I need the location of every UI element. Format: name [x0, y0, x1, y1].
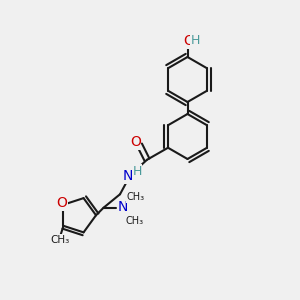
Text: O: O	[130, 135, 141, 149]
Text: CH₃: CH₃	[51, 235, 70, 245]
Text: CH₃: CH₃	[127, 192, 145, 202]
Text: H: H	[132, 165, 142, 178]
Text: O: O	[184, 34, 194, 48]
Text: N: N	[122, 169, 133, 183]
Text: CH₃: CH₃	[126, 216, 144, 226]
Text: O: O	[56, 196, 68, 210]
Text: H: H	[190, 34, 200, 47]
Text: N: N	[118, 200, 128, 214]
